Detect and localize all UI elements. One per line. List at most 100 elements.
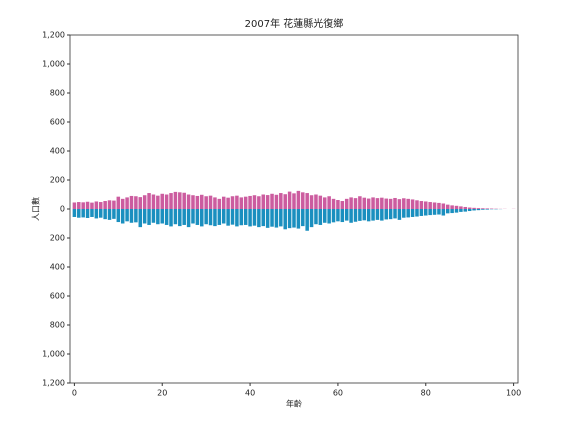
bar — [164, 209, 169, 225]
bar — [393, 197, 397, 209]
bar — [186, 209, 191, 228]
bar — [90, 202, 94, 209]
bar — [94, 209, 99, 219]
bar — [270, 193, 274, 209]
y-tick-label: 200 — [50, 234, 65, 243]
y-tick-label: 400 — [50, 147, 65, 156]
bar — [134, 209, 138, 223]
bar — [309, 195, 314, 209]
bar — [336, 200, 340, 209]
bar — [120, 198, 125, 209]
bar — [450, 205, 454, 209]
bar — [467, 207, 472, 209]
bar — [81, 202, 85, 209]
bar — [235, 195, 239, 209]
bar — [454, 205, 459, 209]
bar — [459, 206, 463, 209]
bar — [112, 209, 116, 219]
bar — [173, 191, 178, 209]
y-tick-label: 1,200 — [42, 379, 65, 388]
bar — [182, 209, 186, 225]
bar — [195, 209, 200, 225]
bar — [314, 209, 318, 225]
y-tick-label: 0 — [60, 205, 65, 214]
bar — [169, 193, 173, 209]
bar — [191, 195, 195, 209]
bar — [314, 194, 318, 209]
bar — [138, 209, 143, 228]
y-tick-label: 400 — [50, 263, 65, 272]
bar — [450, 209, 454, 214]
bar — [208, 195, 213, 209]
bar — [463, 209, 468, 212]
bar — [261, 194, 266, 209]
bar — [318, 195, 323, 209]
bar — [410, 209, 415, 217]
bar — [406, 198, 410, 209]
bar — [380, 197, 384, 209]
bar — [142, 195, 147, 209]
bar — [362, 197, 367, 209]
bar — [116, 209, 121, 223]
bar — [208, 209, 213, 226]
bar — [322, 209, 327, 223]
bar — [327, 196, 331, 209]
bar — [226, 197, 230, 209]
bar — [98, 202, 103, 209]
bar — [265, 195, 270, 209]
bar — [243, 209, 248, 225]
bar — [221, 196, 226, 209]
x-tick-label: 20 — [157, 389, 167, 398]
bar — [344, 209, 349, 221]
bar — [406, 209, 410, 218]
bar — [384, 209, 388, 220]
bar — [257, 209, 261, 228]
bar — [230, 196, 235, 209]
y-tick-label: 1,200 — [42, 31, 65, 40]
bar — [239, 209, 244, 226]
x-tick-label: 0 — [72, 389, 77, 398]
bar — [217, 209, 222, 225]
bar — [173, 209, 178, 225]
bar — [340, 201, 345, 209]
bar — [147, 193, 151, 209]
bar — [164, 194, 169, 209]
bar — [204, 196, 208, 209]
bar — [305, 209, 309, 231]
bar — [463, 206, 468, 209]
bar — [138, 197, 143, 209]
bar — [248, 209, 252, 227]
x-tick-label: 60 — [333, 389, 343, 398]
y-tick-label: 1,000 — [42, 60, 65, 69]
bar — [481, 208, 485, 209]
bar — [178, 192, 182, 209]
bar — [226, 209, 230, 226]
bar — [261, 209, 266, 227]
bar — [103, 209, 107, 220]
bar — [384, 198, 388, 209]
bar — [156, 195, 160, 209]
bar — [432, 202, 437, 209]
bar — [147, 209, 151, 225]
bar — [239, 197, 244, 209]
x-tick-label: 40 — [245, 389, 255, 398]
bar — [366, 198, 371, 209]
bar — [186, 194, 191, 209]
bar — [415, 209, 419, 217]
bar — [327, 209, 331, 224]
bar — [85, 209, 90, 218]
bar — [195, 195, 200, 209]
bar — [116, 196, 121, 209]
bar — [301, 209, 305, 227]
bar — [160, 209, 164, 224]
bar — [169, 209, 173, 227]
bar — [112, 200, 116, 209]
bar — [151, 194, 156, 209]
bar — [428, 209, 432, 216]
bar — [375, 209, 380, 220]
bar — [467, 209, 472, 212]
bar — [362, 209, 367, 221]
plot-frame — [69, 34, 519, 384]
bar — [472, 209, 476, 211]
